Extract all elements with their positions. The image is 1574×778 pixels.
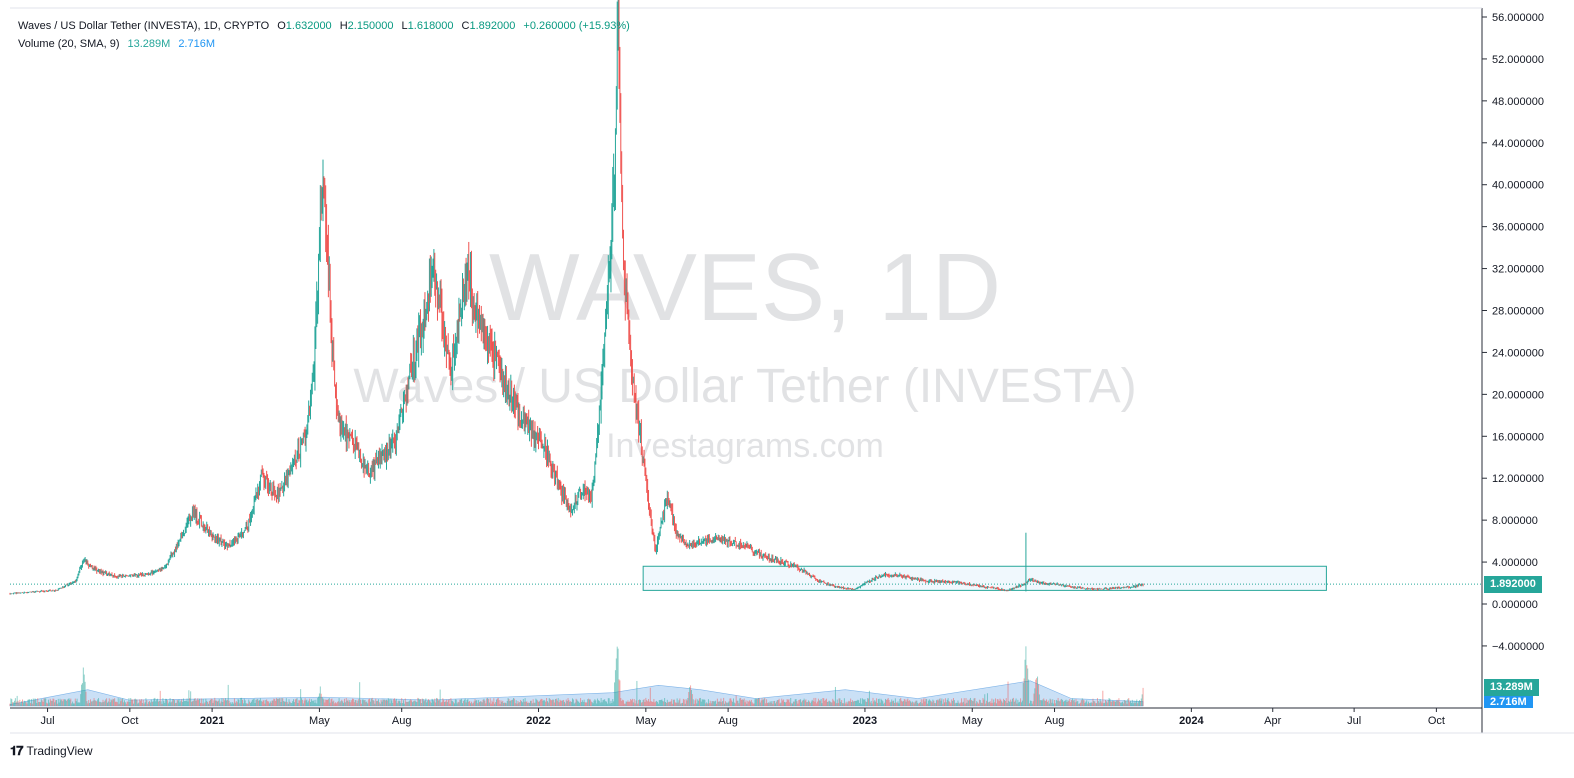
legend-price-row: Waves / US Dollar Tether (INVESTA), 1D, … xyxy=(18,17,630,35)
volume-value-tag: 13.289M xyxy=(1484,679,1539,696)
price-tick-label: 28.000000 xyxy=(1492,306,1544,318)
price-tick-label: 56.000000 xyxy=(1492,12,1544,24)
legend-change: +0.260000 (+15.93%) xyxy=(523,20,630,32)
price-axis[interactable]: 56.000000 52.000000 48.000000 44.000000 40.0… xyxy=(1482,12,1544,653)
last-price-tag: 1.892000 xyxy=(1484,576,1542,593)
time-tick-label: May xyxy=(309,715,330,727)
price-tick-label: 44.000000 xyxy=(1492,138,1544,150)
time-tick-label: 2022 xyxy=(526,715,550,727)
price-tick-label: 36.000000 xyxy=(1492,222,1544,234)
legend-volume-sma: 2.716M xyxy=(178,38,216,50)
legend-high-label: H xyxy=(339,20,348,32)
time-tick-label: 2021 xyxy=(200,715,224,727)
price-tick-label: −4.000000 xyxy=(1492,641,1544,653)
footer-branding[interactable]: 𝟏𝟕 TradingView xyxy=(10,743,93,759)
time-tick-label: Aug xyxy=(392,715,412,727)
time-tick-label: 2024 xyxy=(1179,715,1204,727)
legend-open-value: 1.632000 xyxy=(285,20,332,32)
time-tick-label: Apr xyxy=(1264,715,1281,727)
legend-volume-label[interactable]: Volume (20, SMA, 9) xyxy=(18,38,120,50)
watermark-symbol: WAVES, 1D xyxy=(489,234,1001,341)
time-tick-label: Aug xyxy=(718,715,738,727)
time-tick-label: May xyxy=(962,715,983,727)
legend-volume-value: 13.289M xyxy=(127,38,171,50)
price-tick-label: 40.000000 xyxy=(1492,180,1544,192)
tradingview-logo-icon: 𝟏𝟕 xyxy=(10,743,24,758)
watermark-site: Investagrams.com xyxy=(606,427,884,465)
price-tick-label: 12.000000 xyxy=(1492,473,1544,485)
price-tick-label: 16.000000 xyxy=(1492,431,1544,443)
time-tick-label: 2023 xyxy=(853,715,877,727)
legend-close-value: 1.892000 xyxy=(469,20,516,32)
legend-high-value: 2.150000 xyxy=(347,20,394,32)
legend-close-label: C xyxy=(461,20,470,32)
price-tick-label: 32.000000 xyxy=(1492,264,1544,276)
candles-layer xyxy=(9,0,1144,595)
time-tick-label: Oct xyxy=(121,715,138,727)
price-tick-label: 4.000000 xyxy=(1492,557,1538,569)
legend-open-label: O xyxy=(277,20,286,32)
time-tick-label: Aug xyxy=(1045,715,1065,727)
time-tick-label: Oct xyxy=(1428,715,1445,727)
price-tick-label: 52.000000 xyxy=(1492,54,1544,66)
legend-symbol[interactable]: Waves / US Dollar Tether (INVESTA), 1D, … xyxy=(18,20,270,32)
time-tick-label: Jul xyxy=(1347,715,1361,727)
price-tick-label: 8.000000 xyxy=(1492,515,1538,527)
chart-legend: Waves / US Dollar Tether (INVESTA), 1D, … xyxy=(18,17,630,53)
volume-sma-tag: 2.716M xyxy=(1484,696,1533,708)
watermark-description: Waves / US Dollar Tether (INVESTA) xyxy=(353,360,1136,413)
price-tick-label: 0.000000 xyxy=(1492,599,1538,611)
volume-layer xyxy=(9,646,1144,707)
footer-brand-text: TradingView xyxy=(26,744,93,758)
price-tick-label: 24.000000 xyxy=(1492,347,1544,359)
time-axis[interactable]: Jul Oct 2021 May Aug 2022 May Aug 2023 May Aug 2024… xyxy=(41,708,1445,727)
price-tick-label: 48.000000 xyxy=(1492,96,1544,108)
legend-volume-row: Volume (20, SMA, 9) 13.289M 2.716M xyxy=(18,35,630,53)
time-tick-label: May xyxy=(635,715,656,727)
time-tick-label: Jul xyxy=(41,715,55,727)
legend-low-value: 1.618000 xyxy=(407,20,454,32)
price-tick-label: 20.000000 xyxy=(1492,389,1544,401)
legend-low-label: L xyxy=(401,20,408,32)
